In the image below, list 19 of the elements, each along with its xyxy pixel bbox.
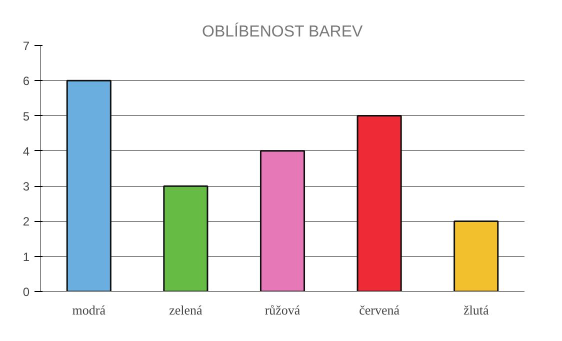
- bar: [260, 150, 306, 292]
- y-tick-label: 5: [22, 109, 30, 124]
- x-tick-label: zelená: [169, 302, 203, 318]
- x-tick-label: červená: [359, 302, 400, 318]
- x-tick-label: modrá: [72, 302, 106, 318]
- y-tick-label: 0: [22, 285, 30, 299]
- y-tick-label: 3: [22, 180, 30, 194]
- bar: [163, 185, 208, 292]
- y-tick-label: 7: [22, 39, 30, 53]
- y-tick-label: 1: [22, 250, 30, 264]
- y-tick-label: 6: [22, 74, 30, 88]
- bar: [66, 80, 112, 292]
- y-tick-label: 4: [22, 144, 30, 158]
- bar: [356, 115, 402, 292]
- y-tick-label: 2: [22, 214, 30, 229]
- x-tick-label: žlutá: [463, 302, 489, 318]
- chart-title: OBLÍBENOST BAREV: [202, 22, 364, 40]
- bar: [454, 220, 499, 292]
- x-tick-label: růžová: [264, 302, 300, 318]
